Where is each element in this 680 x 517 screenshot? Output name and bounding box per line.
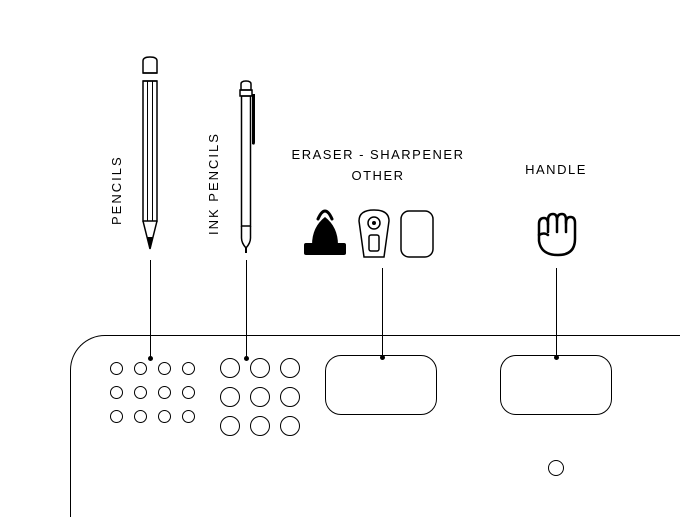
eraser-icon xyxy=(398,208,436,260)
label-ink-pencils: INK PENCILS xyxy=(206,105,221,235)
label-eraser-sharpener: ERASER - SHARPENER OTHER xyxy=(288,145,468,187)
label-pencils: PENCILS xyxy=(109,115,124,225)
sharpener-icon xyxy=(354,205,394,260)
label-eraser-line1: ERASER - SHARPENER xyxy=(292,147,465,162)
label-handle: HANDLE xyxy=(510,160,602,181)
slot-handle xyxy=(500,355,612,415)
pen-icon xyxy=(235,80,257,255)
handle-icon xyxy=(530,205,582,260)
single-hole xyxy=(548,460,564,476)
pencil-icon xyxy=(135,55,165,255)
label-eraser-line2: OTHER xyxy=(352,168,405,183)
slot-eraser-sharpener xyxy=(325,355,437,415)
binder-clip-icon xyxy=(300,205,350,260)
